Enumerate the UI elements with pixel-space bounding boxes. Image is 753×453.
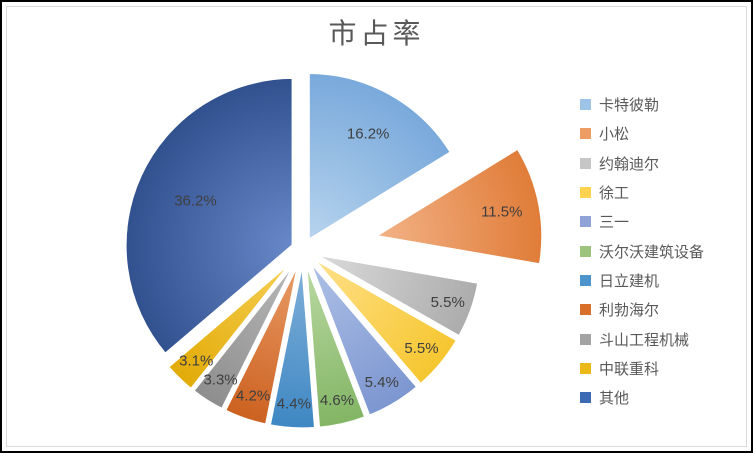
data-label-7: 4.4% bbox=[277, 395, 311, 412]
legend-item-3[interactable]: 约翰迪尔 bbox=[580, 149, 745, 178]
data-label-2: 11.5% bbox=[481, 204, 522, 221]
data-label-5: 5.4% bbox=[365, 374, 399, 391]
legend-item-10[interactable]: 中联重科 bbox=[580, 354, 745, 383]
legend-label: 徐工 bbox=[599, 186, 630, 203]
legend: 卡特彼勒小松约翰迪尔徐工三一沃尔沃建筑设备 日立建机利勃海尔斗山工程机械 中联重科其… bbox=[580, 90, 745, 412]
legend-swatch-icon bbox=[580, 274, 591, 286]
legend-label: 利勃海尔 bbox=[599, 303, 660, 320]
legend-swatch-icon bbox=[580, 99, 591, 111]
legend-item-2[interactable]: 小松 bbox=[580, 119, 745, 148]
legend-label: 卡特彼勒 bbox=[599, 98, 660, 115]
legend-label: 约翰迪尔 bbox=[599, 156, 660, 173]
pie-slice-5[interactable] bbox=[307, 257, 420, 418]
data-label-4: 5.5% bbox=[404, 340, 438, 357]
legend-label: 其他 bbox=[599, 391, 630, 408]
pie-slice-4[interactable] bbox=[309, 255, 459, 387]
legend-swatch-icon bbox=[580, 362, 591, 374]
pie-slice-6[interactable] bbox=[303, 259, 368, 430]
legend-swatch-icon bbox=[580, 128, 591, 140]
pie-slice-8[interactable] bbox=[223, 258, 301, 427]
data-label-6: 4.6% bbox=[320, 392, 354, 409]
legend-label: 斗山工程机械 bbox=[599, 332, 690, 349]
pie-slice-9[interactable] bbox=[191, 257, 299, 412]
legend-label: 沃尔沃建筑设备 bbox=[599, 244, 705, 261]
legend-label: 日立建机 bbox=[599, 273, 660, 290]
legend-label: 小松 bbox=[599, 127, 630, 144]
legend-item-5[interactable]: 三一 bbox=[580, 207, 745, 236]
legend-item-7[interactable]: 日立建机 bbox=[580, 266, 745, 295]
pie-slice-7[interactable] bbox=[267, 259, 318, 431]
legend-swatch-icon bbox=[580, 157, 591, 169]
pie-data-labels: 16.2% 11.5% 5.5% 5.5% 5.4% 4.6% 4.4% 4.2%3.3% 3.… bbox=[174, 125, 522, 412]
pie-slice-10[interactable] bbox=[166, 256, 297, 392]
data-label-1: 16.2% bbox=[347, 125, 390, 142]
legend-item-6[interactable]: 沃尔沃建筑设备 bbox=[580, 236, 745, 265]
legend-item-4[interactable]: 徐工 bbox=[580, 178, 745, 207]
pie-slice-3[interactable] bbox=[311, 252, 481, 339]
data-label-11: 36.2% bbox=[174, 192, 217, 209]
pie-slices bbox=[123, 70, 545, 431]
pie-slice-2[interactable] bbox=[373, 146, 545, 267]
pie-slice-1[interactable] bbox=[306, 70, 453, 242]
legend-item-8[interactable]: 利勃海尔 bbox=[580, 295, 745, 324]
legend-label: 中联重科 bbox=[599, 361, 660, 378]
legend-swatch-icon bbox=[580, 187, 591, 199]
data-label-9: 3.3% bbox=[203, 372, 237, 389]
data-label-10: 3.1% bbox=[179, 353, 213, 370]
legend-item-1[interactable]: 卡特彼勒 bbox=[580, 90, 745, 119]
legend-item-9[interactable]: 斗山工程机械 bbox=[580, 324, 745, 353]
legend-swatch-icon bbox=[580, 245, 591, 257]
pie-slice-11[interactable] bbox=[123, 75, 295, 356]
data-label-8: 4.2% bbox=[236, 387, 270, 404]
legend-label: 三一 bbox=[599, 215, 630, 232]
data-label-3: 5.5% bbox=[431, 294, 465, 311]
legend-swatch-icon bbox=[580, 304, 591, 316]
legend-swatch-icon bbox=[580, 392, 591, 404]
legend-swatch-icon bbox=[580, 333, 591, 345]
legend-swatch-icon bbox=[580, 216, 591, 228]
legend-item-11[interactable]: 其他 bbox=[580, 383, 745, 412]
